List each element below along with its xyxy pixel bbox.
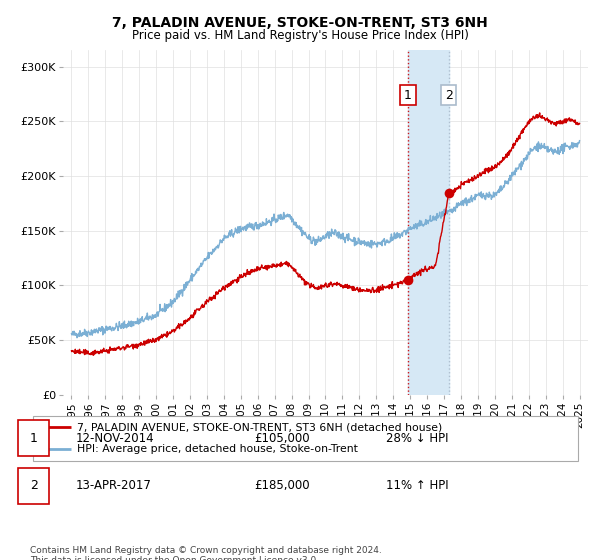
Text: 1: 1	[404, 88, 412, 102]
FancyBboxPatch shape	[18, 420, 49, 456]
Text: 7, PALADIN AVENUE, STOKE-ON-TRENT, ST3 6NH (detached house): 7, PALADIN AVENUE, STOKE-ON-TRENT, ST3 6…	[77, 422, 442, 432]
Text: 13-APR-2017: 13-APR-2017	[76, 479, 151, 492]
Text: £105,000: £105,000	[254, 432, 310, 445]
Text: 2: 2	[445, 88, 453, 102]
Text: 1: 1	[29, 432, 38, 445]
Text: 11% ↑ HPI: 11% ↑ HPI	[386, 479, 449, 492]
Bar	[408, 50, 449, 395]
Text: £185,000: £185,000	[254, 479, 310, 492]
Text: 7, PALADIN AVENUE, STOKE-ON-TRENT, ST3 6NH: 7, PALADIN AVENUE, STOKE-ON-TRENT, ST3 6…	[112, 16, 488, 30]
FancyBboxPatch shape	[33, 416, 578, 460]
Text: 2: 2	[29, 479, 38, 492]
Text: 28% ↓ HPI: 28% ↓ HPI	[386, 432, 449, 445]
Text: Price paid vs. HM Land Registry's House Price Index (HPI): Price paid vs. HM Land Registry's House …	[131, 29, 469, 42]
Text: 12-NOV-2014: 12-NOV-2014	[76, 432, 154, 445]
Text: Contains HM Land Registry data © Crown copyright and database right 2024.
This d: Contains HM Land Registry data © Crown c…	[30, 546, 382, 560]
Text: HPI: Average price, detached house, Stoke-on-Trent: HPI: Average price, detached house, Stok…	[77, 444, 358, 454]
FancyBboxPatch shape	[18, 468, 49, 504]
